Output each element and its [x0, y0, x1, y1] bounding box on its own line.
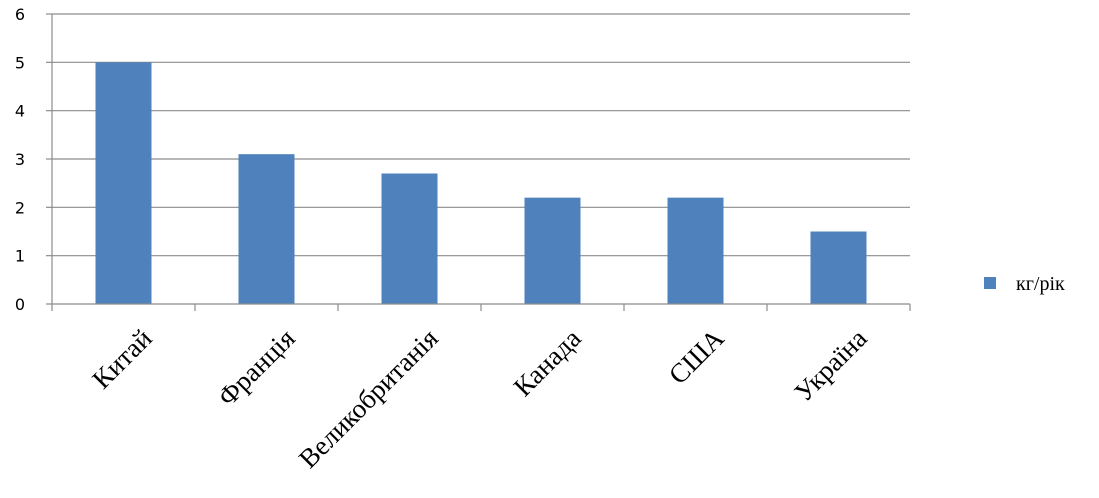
y-tick-label: 4 — [15, 102, 25, 121]
y-tick-label: 3 — [15, 150, 25, 169]
y-tick-label: 5 — [15, 53, 25, 72]
x-category-label: Китай — [86, 323, 157, 394]
bar — [381, 173, 438, 304]
y-axis-ticks: 0 1 2 3 4 5 6 — [15, 5, 52, 314]
y-tick-label: 0 — [15, 295, 25, 314]
bar — [810, 231, 867, 304]
legend-label: кг/рік — [1016, 273, 1065, 295]
y-tick-label: 2 — [15, 198, 25, 217]
x-category-label: США — [663, 323, 730, 390]
legend: кг/рік — [984, 273, 1065, 295]
x-category-label: Великобританія — [293, 323, 444, 474]
bar — [238, 154, 295, 304]
gridlines — [52, 13, 910, 257]
x-category-label: Канада — [508, 323, 587, 402]
y-tick-label: 6 — [15, 5, 25, 24]
bar — [524, 197, 581, 304]
y-tick-label: 1 — [15, 247, 25, 266]
bar — [95, 62, 152, 305]
legend-swatch — [984, 277, 996, 289]
x-category-label: Франція — [212, 323, 301, 412]
bar — [667, 197, 724, 304]
bars — [95, 62, 867, 305]
x-category-label: Україна — [788, 323, 872, 407]
